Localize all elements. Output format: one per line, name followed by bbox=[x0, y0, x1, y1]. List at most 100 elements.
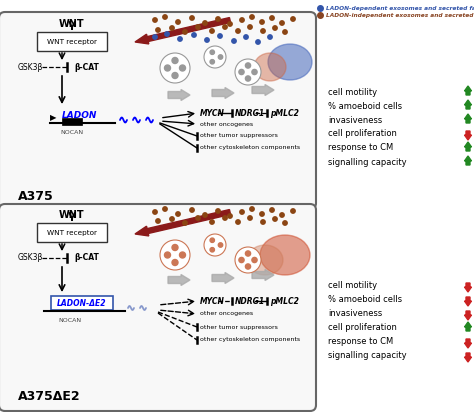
Circle shape bbox=[176, 212, 180, 216]
Ellipse shape bbox=[247, 245, 283, 275]
Text: pMLC2: pMLC2 bbox=[270, 108, 299, 117]
Ellipse shape bbox=[260, 235, 310, 275]
Text: LADON-independent exosomes and secreted factors: LADON-independent exosomes and secreted … bbox=[326, 12, 474, 17]
Circle shape bbox=[172, 260, 178, 265]
Text: NDRG1: NDRG1 bbox=[235, 108, 265, 117]
Circle shape bbox=[180, 65, 185, 71]
Circle shape bbox=[196, 25, 200, 29]
FancyArrow shape bbox=[252, 84, 274, 96]
Circle shape bbox=[219, 243, 223, 247]
Text: other tumor suppressors: other tumor suppressors bbox=[200, 133, 278, 138]
Circle shape bbox=[248, 25, 252, 29]
Text: GSK3β: GSK3β bbox=[18, 253, 44, 262]
Circle shape bbox=[196, 216, 200, 220]
Text: WNT: WNT bbox=[59, 19, 85, 29]
Text: response to CM: response to CM bbox=[328, 337, 393, 346]
Circle shape bbox=[156, 219, 160, 223]
Circle shape bbox=[283, 221, 287, 225]
Circle shape bbox=[170, 26, 174, 30]
Circle shape bbox=[165, 32, 169, 36]
Circle shape bbox=[260, 212, 264, 216]
FancyBboxPatch shape bbox=[62, 118, 82, 125]
Circle shape bbox=[228, 22, 232, 26]
Circle shape bbox=[163, 207, 167, 211]
Text: cell motility: cell motility bbox=[328, 281, 377, 290]
Circle shape bbox=[164, 252, 171, 258]
Circle shape bbox=[178, 37, 182, 41]
FancyArrow shape bbox=[135, 18, 230, 44]
Circle shape bbox=[210, 29, 214, 33]
Circle shape bbox=[235, 247, 261, 273]
Circle shape bbox=[223, 216, 227, 220]
Circle shape bbox=[228, 214, 232, 218]
FancyBboxPatch shape bbox=[37, 223, 107, 242]
Circle shape bbox=[239, 258, 244, 262]
Circle shape bbox=[291, 209, 295, 213]
Circle shape bbox=[204, 46, 226, 68]
Circle shape bbox=[153, 35, 157, 39]
Circle shape bbox=[172, 73, 178, 79]
Circle shape bbox=[246, 251, 251, 256]
FancyArrow shape bbox=[465, 353, 472, 362]
Text: A375: A375 bbox=[18, 190, 54, 203]
Text: other oncogenes: other oncogenes bbox=[200, 311, 253, 316]
Circle shape bbox=[153, 18, 157, 22]
Circle shape bbox=[236, 29, 240, 33]
Ellipse shape bbox=[268, 44, 312, 80]
Text: other tumor suppressors: other tumor suppressors bbox=[200, 325, 278, 330]
Text: LADON: LADON bbox=[62, 110, 97, 119]
Circle shape bbox=[252, 69, 257, 75]
FancyArrow shape bbox=[465, 283, 472, 292]
Text: signalling capacity: signalling capacity bbox=[328, 351, 407, 360]
Circle shape bbox=[261, 29, 265, 33]
FancyArrow shape bbox=[465, 322, 472, 331]
Circle shape bbox=[176, 20, 180, 24]
FancyArrow shape bbox=[465, 86, 472, 95]
Circle shape bbox=[210, 238, 214, 242]
Circle shape bbox=[246, 264, 251, 269]
Text: β-CAT: β-CAT bbox=[74, 253, 99, 262]
FancyBboxPatch shape bbox=[51, 296, 113, 310]
Text: WNT receptor: WNT receptor bbox=[47, 39, 97, 45]
Circle shape bbox=[190, 16, 194, 20]
Circle shape bbox=[250, 207, 254, 211]
FancyArrow shape bbox=[465, 131, 472, 140]
Circle shape bbox=[223, 25, 227, 29]
Circle shape bbox=[216, 17, 220, 21]
Circle shape bbox=[236, 220, 240, 224]
Circle shape bbox=[190, 208, 194, 212]
FancyArrow shape bbox=[168, 274, 190, 286]
FancyArrow shape bbox=[465, 339, 472, 348]
FancyArrow shape bbox=[465, 114, 472, 123]
Circle shape bbox=[204, 234, 226, 256]
Circle shape bbox=[250, 15, 254, 19]
Circle shape bbox=[261, 220, 265, 224]
Circle shape bbox=[170, 217, 174, 221]
Circle shape bbox=[164, 65, 171, 71]
Circle shape bbox=[183, 30, 187, 34]
Circle shape bbox=[256, 40, 260, 44]
Text: invasiveness: invasiveness bbox=[328, 115, 382, 124]
FancyArrow shape bbox=[135, 210, 230, 236]
Circle shape bbox=[291, 17, 295, 21]
Text: cell proliferation: cell proliferation bbox=[328, 129, 397, 138]
FancyArrow shape bbox=[465, 311, 472, 320]
Circle shape bbox=[270, 16, 274, 20]
FancyBboxPatch shape bbox=[0, 12, 316, 209]
Circle shape bbox=[240, 18, 244, 22]
FancyArrow shape bbox=[465, 156, 472, 165]
Circle shape bbox=[268, 35, 272, 39]
FancyBboxPatch shape bbox=[0, 204, 316, 411]
Circle shape bbox=[260, 20, 264, 24]
Circle shape bbox=[163, 15, 167, 19]
Circle shape bbox=[283, 30, 287, 34]
Text: % amoeboid cells: % amoeboid cells bbox=[328, 295, 402, 304]
Circle shape bbox=[160, 240, 190, 270]
Text: A375ΔE2: A375ΔE2 bbox=[18, 389, 81, 403]
Text: NDRG1: NDRG1 bbox=[235, 297, 265, 306]
FancyArrow shape bbox=[168, 89, 190, 101]
Text: LADON-dependent exosomes and secreted factors: LADON-dependent exosomes and secreted fa… bbox=[326, 5, 474, 10]
Circle shape bbox=[183, 221, 187, 225]
Ellipse shape bbox=[254, 53, 286, 81]
Circle shape bbox=[235, 59, 261, 85]
